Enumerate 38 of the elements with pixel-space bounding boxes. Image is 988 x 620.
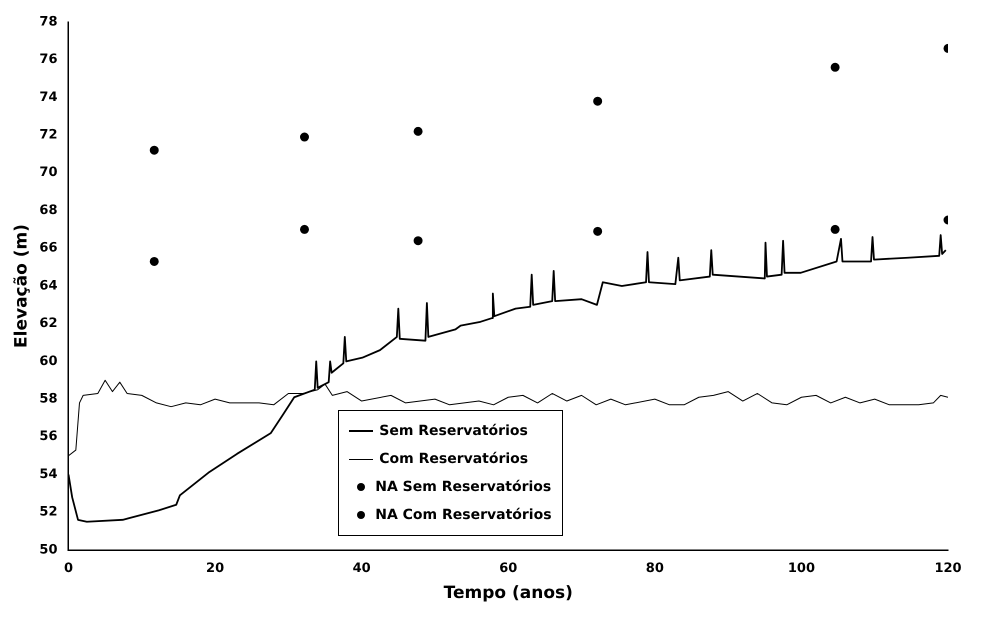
- y-tick-label: 52: [39, 504, 58, 520]
- y-tick-label: 70: [39, 165, 58, 180]
- point: [300, 132, 309, 142]
- x-tick-label: 60: [499, 561, 518, 576]
- y-tick-label: 74: [39, 90, 58, 105]
- y-tick-label: 60: [39, 354, 58, 369]
- legend-label: Sem Reservatórios: [379, 423, 528, 439]
- point: [593, 96, 602, 106]
- x-tick-label: 0: [64, 561, 74, 576]
- y-tick-label: 76: [39, 52, 58, 68]
- y-tick-label: 50: [39, 542, 58, 558]
- y-tick-label: 68: [39, 202, 58, 218]
- y-tick-label: 58: [39, 392, 58, 407]
- point: [300, 224, 309, 234]
- point: [414, 126, 423, 136]
- y-tick-label: 78: [39, 14, 58, 30]
- y-tick-label: 72: [39, 128, 58, 143]
- point: [593, 226, 602, 236]
- x-tick-label: 80: [646, 561, 664, 576]
- y-tick-label: 56: [39, 429, 58, 444]
- point: [150, 146, 159, 155]
- x-tick-label: 20: [206, 561, 224, 576]
- legend-label: Com Reservatórios: [379, 451, 528, 467]
- legend-label: NA Sem Reservatórios: [375, 479, 552, 495]
- x-axis-title: Tempo (anos): [444, 583, 573, 604]
- x-tick-label: 120: [934, 561, 962, 576]
- y-tick-label: 66: [39, 240, 58, 256]
- point: [830, 62, 840, 72]
- x-tick-label: 40: [352, 561, 371, 576]
- x-tick-label: 100: [788, 561, 815, 576]
- point: [414, 236, 423, 246]
- y-tick-label: 62: [39, 316, 58, 332]
- y-tick-label: 54: [39, 466, 58, 482]
- y-axis-title: Elevação (m): [12, 224, 32, 348]
- legend-label: NA Com Reservatórios: [375, 507, 552, 523]
- point: [150, 256, 159, 266]
- y-tick-label: 64: [39, 278, 58, 294]
- point: [830, 224, 840, 234]
